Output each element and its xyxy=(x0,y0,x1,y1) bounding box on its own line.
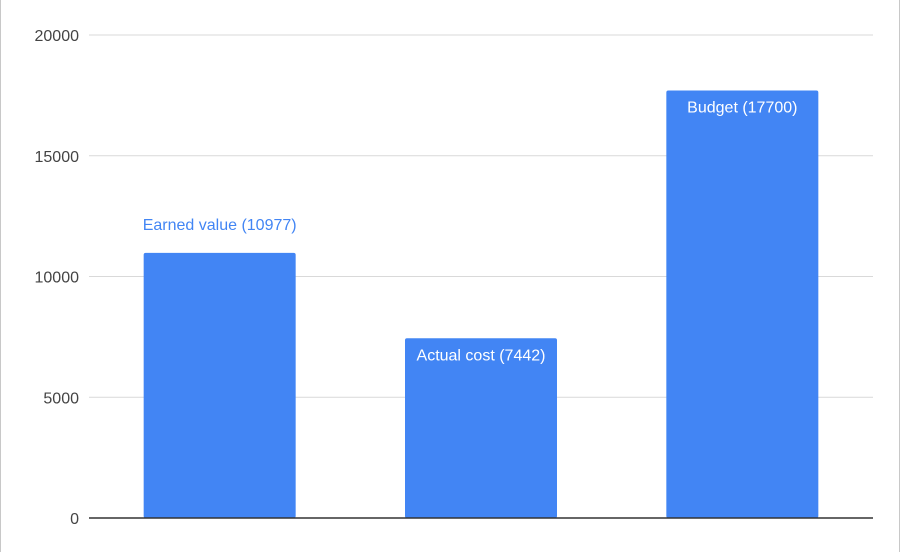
bar-budget xyxy=(666,90,819,519)
y-tick-label: 10000 xyxy=(35,270,80,287)
y-tick-label: 20000 xyxy=(35,28,80,45)
y-tick-label: 5000 xyxy=(43,390,79,407)
bar-actual-cost xyxy=(405,338,557,518)
y-tick-label: 0 xyxy=(70,511,79,528)
data-label: Budget (17700) xyxy=(687,100,797,117)
axes: 0 5000 10000 15000 20000 xyxy=(35,28,873,528)
data-labels: Earned value (10977) Actual cost (7442) Bu… xyxy=(143,100,798,365)
bar-earned-value xyxy=(143,252,296,518)
bars xyxy=(143,90,819,519)
data-label: Actual cost (7442) xyxy=(417,347,546,364)
data-label: Earned value (10977) xyxy=(143,217,297,234)
y-tick-label: 15000 xyxy=(35,149,80,166)
